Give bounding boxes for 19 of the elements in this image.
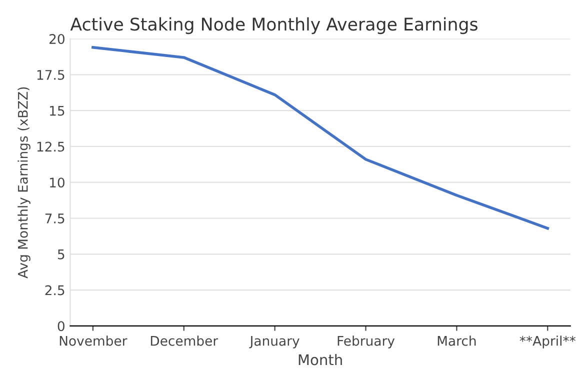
y-tick-label: 20 bbox=[50, 34, 64, 44]
y-tick-label: 10 bbox=[50, 178, 64, 188]
y-tick-label: 17.5 bbox=[37, 70, 64, 80]
x-tick-label: November bbox=[60, 336, 128, 346]
line-series bbox=[92, 46, 550, 230]
y-tick-label: 0 bbox=[58, 321, 64, 332]
y-axis-title: Avg Monthly Earnings (xBZZ) bbox=[18, 87, 30, 278]
x-tick-label: February bbox=[338, 336, 395, 348]
chart-title: Active Staking Node Monthly Average Earnings bbox=[70, 17, 478, 34]
y-tick-label: 5 bbox=[58, 250, 64, 260]
x-tick-label: **April** bbox=[520, 336, 576, 348]
y-tick-label: 15 bbox=[50, 106, 64, 116]
y-tick-label: 7.5 bbox=[45, 214, 64, 224]
x-axis-title: Month bbox=[298, 354, 342, 366]
y-tick-label: 2.5 bbox=[45, 285, 64, 296]
x-tick-label: January bbox=[249, 336, 300, 348]
y-tick-label: 12.5 bbox=[37, 142, 64, 152]
x-tick-label: December bbox=[150, 336, 218, 346]
x-tick-label: March bbox=[438, 336, 476, 346]
